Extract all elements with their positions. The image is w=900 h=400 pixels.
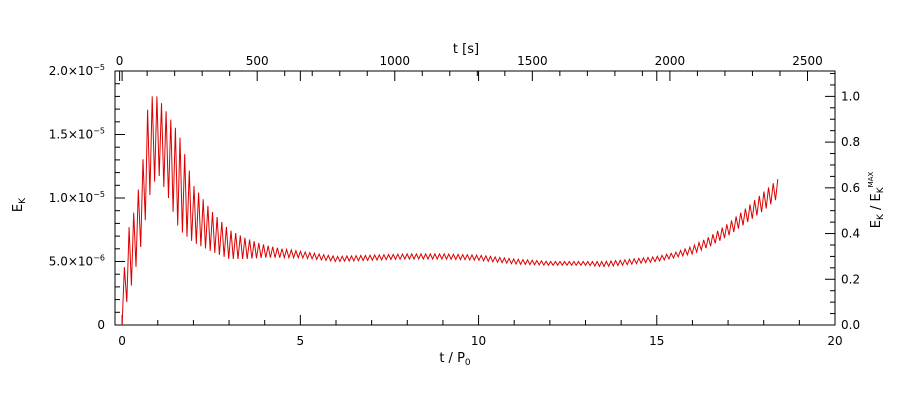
top-x-tick-label: 1000 <box>379 54 410 68</box>
x-tick-label: 0 <box>118 334 126 348</box>
x-axis-label: t / P0 <box>439 351 471 368</box>
y-tick-label: 5.0×10−6 <box>49 254 105 269</box>
top-x-tick-label: 500 <box>246 54 269 68</box>
right-y-tick-label: 0.2 <box>841 272 860 286</box>
left-y-axis: 0 5.0×10−6 1.0×10−5 1.5×10−5 2.0×10−5 <box>49 63 125 332</box>
x-tick-label: 15 <box>649 334 664 348</box>
y-tick-label: 1.5×10−5 <box>49 127 105 142</box>
y-axis-label: EK <box>11 197 28 212</box>
right-y-axis-label: EK / EKMAX <box>867 172 886 229</box>
bottom-x-axis: 0 5 10 15 20 <box>118 71 843 348</box>
right-y-tick-label: 0.4 <box>841 227 860 241</box>
top-x-tick-label: 0 <box>116 54 124 68</box>
right-y-tick-label: 0.6 <box>841 181 860 195</box>
right-y-tick-label: 0.8 <box>841 135 860 149</box>
y-tick-label: 1.0×10−5 <box>49 190 105 205</box>
y-tick-label: 2.0×10−5 <box>49 63 105 78</box>
right-y-tick-label: 0.0 <box>841 318 860 332</box>
right-y-tick-label: 1.0 <box>841 89 860 103</box>
plot-frame <box>114 70 836 326</box>
x-tick-label: 10 <box>471 334 486 348</box>
x-tick-label: 20 <box>827 334 842 348</box>
top-x-tick-label: 1500 <box>517 54 548 68</box>
top-x-axis: 0 500 1000 1500 2000 2500 <box>116 54 823 81</box>
y-tick-label: 0 <box>97 318 105 332</box>
right-y-axis: 0.0 0.2 0.4 0.6 0.8 1.0 <box>825 73 860 332</box>
x-tick-label: 5 <box>297 334 305 348</box>
top-x-tick-label: 2000 <box>655 54 686 68</box>
top-x-tick-label: 2500 <box>792 54 823 68</box>
series-line <box>121 96 779 326</box>
top-x-axis-label: t [s] <box>453 42 479 57</box>
